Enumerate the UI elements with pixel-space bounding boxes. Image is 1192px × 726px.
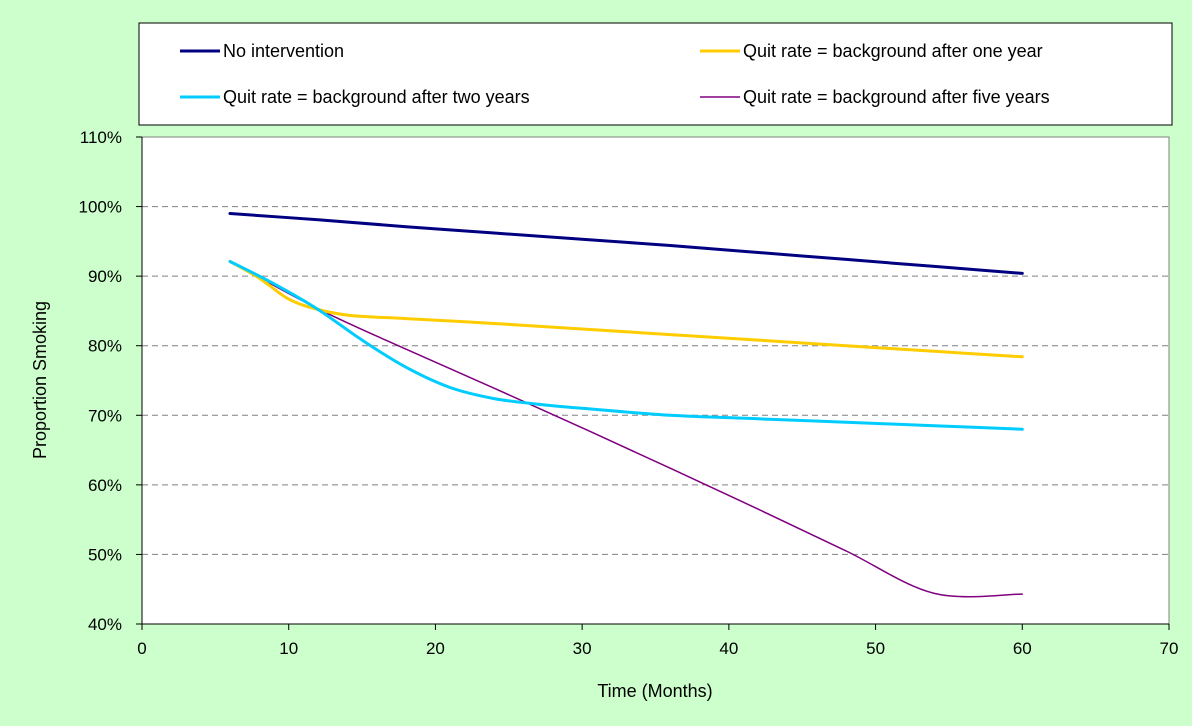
series-line-2 bbox=[228, 260, 1024, 359]
x-tick-label: 20 bbox=[426, 639, 445, 658]
y-tick-label: 90% bbox=[88, 267, 122, 286]
axes bbox=[136, 136, 1170, 630]
y-axis-title: Proportion Smoking bbox=[30, 301, 50, 459]
y-tick-label: 100% bbox=[79, 198, 122, 217]
legend: No intervention Quit rate = background af… bbox=[138, 22, 1173, 126]
series-line-4 bbox=[229, 260, 1024, 598]
x-tick-label: 0 bbox=[137, 639, 146, 658]
y-tick-label: 40% bbox=[88, 615, 122, 634]
series-line-3 bbox=[228, 260, 1024, 431]
x-tick-label: 30 bbox=[573, 639, 592, 658]
y-tick-label: 80% bbox=[88, 337, 122, 356]
legend-label: Quit rate = background after one year bbox=[743, 41, 1043, 61]
x-tick-label: 10 bbox=[279, 639, 298, 658]
y-tick-label: 60% bbox=[88, 476, 122, 495]
x-tick-label: 60 bbox=[1013, 639, 1032, 658]
y-tick-label: 70% bbox=[88, 406, 122, 425]
legend-label: Quit rate = background after five years bbox=[743, 87, 1050, 107]
x-tick-label: 40 bbox=[719, 639, 738, 658]
x-tick-label: 50 bbox=[866, 639, 885, 658]
legend-box bbox=[138, 22, 1173, 126]
y-tick-label: 110% bbox=[80, 128, 122, 147]
x-tick-label: 70 bbox=[1160, 639, 1179, 658]
y-tick-label: 50% bbox=[88, 545, 122, 564]
plot-area bbox=[141, 136, 1170, 625]
legend-label: No intervention bbox=[223, 41, 344, 61]
x-axis-title: Time (Months) bbox=[597, 681, 712, 701]
legend-label: Quit rate = background after two years bbox=[223, 87, 530, 107]
series-lines bbox=[228, 212, 1024, 598]
series-line-1 bbox=[228, 212, 1024, 275]
tick-labels: 40% 50% 60% 70% 80% 90% 100% 110% 0 10 20 30 40 50 60 7… bbox=[79, 128, 1179, 658]
